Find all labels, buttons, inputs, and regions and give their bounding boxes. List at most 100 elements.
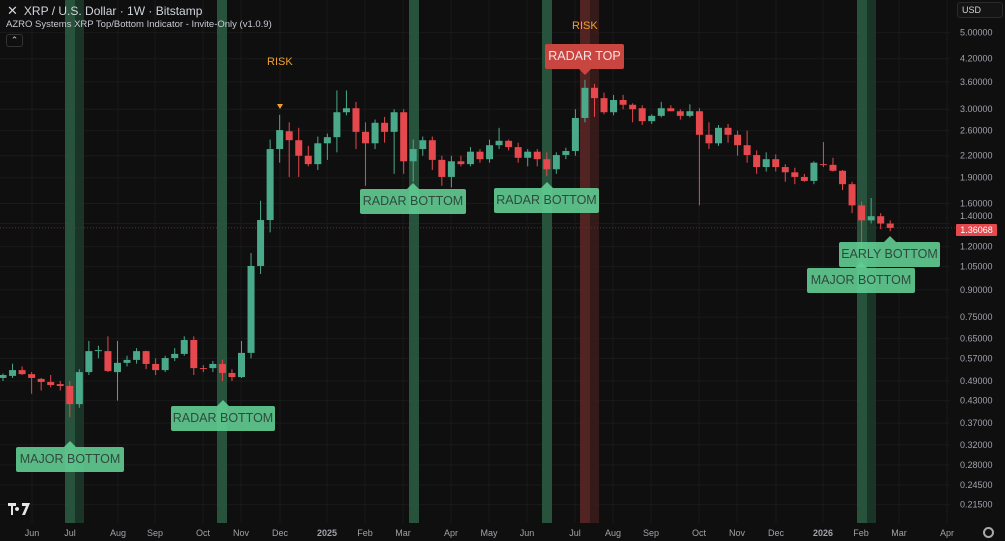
candle-body [829,164,837,171]
candle-body [772,159,780,168]
candle-body [877,216,885,224]
time-axis-label: Feb [853,528,869,538]
candle-body [419,140,427,150]
candle-body [705,134,713,144]
candle-body [66,385,74,405]
candle-body [113,362,121,373]
symbol-header: ✕ XRP / U.S. Dollar · 1W · Bitstamp [7,3,202,19]
time-axis-label: Nov [233,528,250,538]
candle-body [505,140,513,148]
tradingview-logo[interactable] [8,502,30,518]
candle-body [543,159,551,170]
candle-body [323,137,331,144]
candle-body [238,352,245,378]
candle-body [619,99,627,105]
price-axis-label: 1.60000 [960,198,993,208]
candle-body [667,108,675,112]
indicator-title[interactable]: AZRO Systems XRP Top/Bottom Indicator - … [6,19,272,30]
price-axis-label: 3.60000 [960,77,993,87]
close-icon[interactable]: ✕ [7,3,18,18]
candle-body [171,353,179,359]
candle-body [571,117,579,152]
candle-body [734,134,742,146]
time-axis-label: 2025 [317,528,337,538]
time-axis-label: Sep [147,528,163,538]
candle-body [800,176,808,181]
candle-body [352,108,360,132]
price-axis-label: 0.90000 [960,285,993,295]
candle-body [638,108,646,122]
candle-body [781,167,789,173]
candle-body [762,159,770,168]
candle-body [438,159,446,177]
risk-label: RISK [572,20,598,32]
price-axis-label: 5.00000 [960,28,993,38]
signal-label-radar-bottom: RADAR BOTTOM [171,400,275,431]
candle-body [190,340,198,369]
candle-body [695,111,703,135]
candle-body [657,108,665,116]
candle-body [524,151,532,158]
candle-body [514,147,522,158]
candle-body [104,351,112,371]
candle-body [390,112,398,132]
candle-body [161,358,169,371]
currency-selector[interactable]: USD [957,2,1003,18]
candle-body [791,172,799,177]
settings-icon[interactable] [983,527,994,538]
candle-body [342,108,350,113]
price-axis-label: 1.40000 [960,211,993,221]
signal-label-radar-bottom: RADAR BOTTOM [494,182,599,213]
price-axis-label: 2.20000 [960,151,993,161]
candle-body [142,351,150,364]
price-axis-label: 0.65000 [960,334,993,344]
candle-body [819,164,827,166]
candle-body [486,145,494,160]
signal-label-major-bottom: MAJOR BOTTOM [807,262,915,293]
time-axis-label: Feb [357,528,373,538]
time-axis-label: May [480,528,498,538]
time-axis-label: Mar [395,528,411,538]
signal-band [217,0,227,523]
price-axis-label: 0.75000 [960,312,993,322]
candle-body [228,372,236,378]
last-price-tag: 1.36068 [956,224,997,236]
candle-body [867,216,875,221]
time-axis-label: Jul [569,528,581,538]
time-axis-label: Oct [196,528,211,538]
time-axis-label: Dec [768,528,785,538]
candle-body [495,140,503,146]
candle-body [314,143,322,165]
candle-body [209,363,217,369]
chevron-up-icon[interactable]: ⌃ [6,34,23,47]
signal-label-radar-bottom: RADAR BOTTOM [360,183,466,214]
time-axis-label: Nov [729,528,746,538]
candle-body [715,127,722,144]
candle-body [180,340,188,354]
time-axis-label: Aug [110,528,126,538]
candle-body [247,265,255,353]
time-axis-label: Apr [444,528,458,538]
price-axis-label: 0.57000 [960,353,993,363]
time-axis-label: Oct [692,528,707,538]
candle-body [743,145,751,156]
candle-body [552,155,560,170]
candle-body [199,368,207,370]
candle-body [28,374,36,378]
candle-body [333,112,341,138]
price-axis-label: 3.00000 [960,104,993,114]
price-axis-label: 0.28000 [960,460,993,470]
candle-body [428,140,436,160]
candle-body [304,155,312,165]
candle-body [581,87,589,118]
signal-band [590,0,599,523]
candle-body [94,350,102,352]
time-axis-label: Sep [643,528,659,538]
candle-body [47,381,55,386]
symbol-title[interactable]: XRP / U.S. Dollar · 1W · Bitstamp [23,4,203,18]
time-axis-label: Apr [940,528,954,538]
candle-body [381,122,389,132]
signal-band [542,0,552,523]
candle-body [810,162,818,181]
